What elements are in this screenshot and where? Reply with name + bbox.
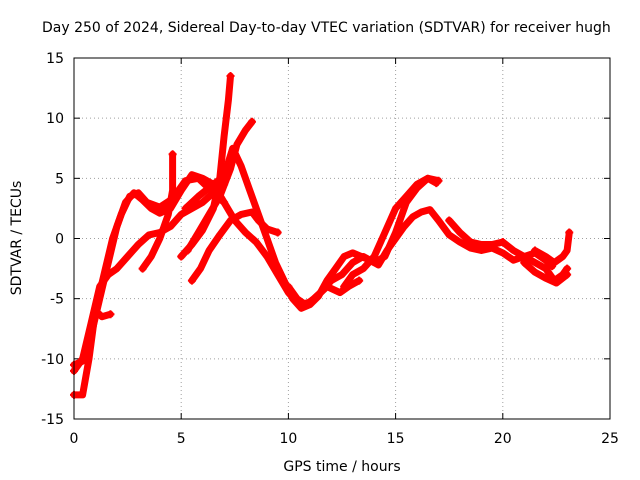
y-tick-label: -5	[50, 292, 64, 308]
plus-marker	[273, 228, 282, 237]
plus-marker	[355, 276, 364, 285]
y-tick-label: -15	[41, 412, 64, 428]
x-tick-labels: 0 5 10 15 20 25	[70, 431, 619, 447]
plus-marker	[177, 252, 186, 261]
y-tick-label: 5	[55, 171, 64, 187]
y-tick-label: 0	[55, 232, 64, 248]
series-arc-5	[139, 150, 177, 273]
y-axis-label: SDTVAR / TECUs	[9, 181, 25, 296]
y-tick-label: 10	[46, 111, 64, 127]
x-tick-label: 25	[601, 431, 619, 447]
series-arc-14	[531, 229, 573, 267]
plus-marker	[498, 238, 507, 247]
plus-marker	[530, 246, 539, 255]
series-arc-12	[445, 216, 507, 248]
series-arc-15	[520, 259, 571, 287]
plus-marker	[183, 246, 192, 255]
plus-marker	[445, 216, 454, 225]
plus-marker	[520, 258, 529, 267]
plus-marker	[284, 282, 293, 291]
x-tick-label: 0	[70, 431, 79, 447]
plus-marker	[247, 117, 256, 126]
x-tick-label: 20	[494, 431, 512, 447]
plus-marker	[340, 282, 349, 291]
plus-marker	[226, 72, 235, 81]
plus-marker	[181, 204, 190, 213]
data-series	[70, 72, 574, 399]
plus-marker	[106, 310, 115, 319]
y-tick-label: 15	[46, 51, 64, 67]
plus-marker	[187, 276, 196, 285]
plus-marker	[91, 306, 100, 315]
plus-marker	[565, 228, 574, 237]
series-arc-9	[182, 144, 556, 312]
chart-title: Day 250 of 2024, Sidereal Day-to-day VTE…	[42, 20, 611, 36]
x-tick-label: 15	[387, 431, 405, 447]
grid-lines	[74, 58, 610, 419]
x-tick-label: 10	[279, 431, 297, 447]
series-arc-11	[340, 174, 442, 291]
plus-marker	[168, 150, 177, 159]
y-tick-label: -10	[41, 352, 64, 368]
series-arc-7	[184, 118, 256, 254]
x-tick-label: 5	[177, 431, 186, 447]
plus-marker	[434, 176, 443, 185]
x-axis-label: GPS time / hours	[283, 459, 400, 475]
plot-frame	[73, 57, 611, 420]
plus-marker	[138, 264, 147, 273]
plus-marker	[563, 270, 572, 279]
y-tick-labels: -15 -10 -5 0 5 10 15	[41, 51, 64, 428]
series-arc-3	[70, 180, 228, 375]
